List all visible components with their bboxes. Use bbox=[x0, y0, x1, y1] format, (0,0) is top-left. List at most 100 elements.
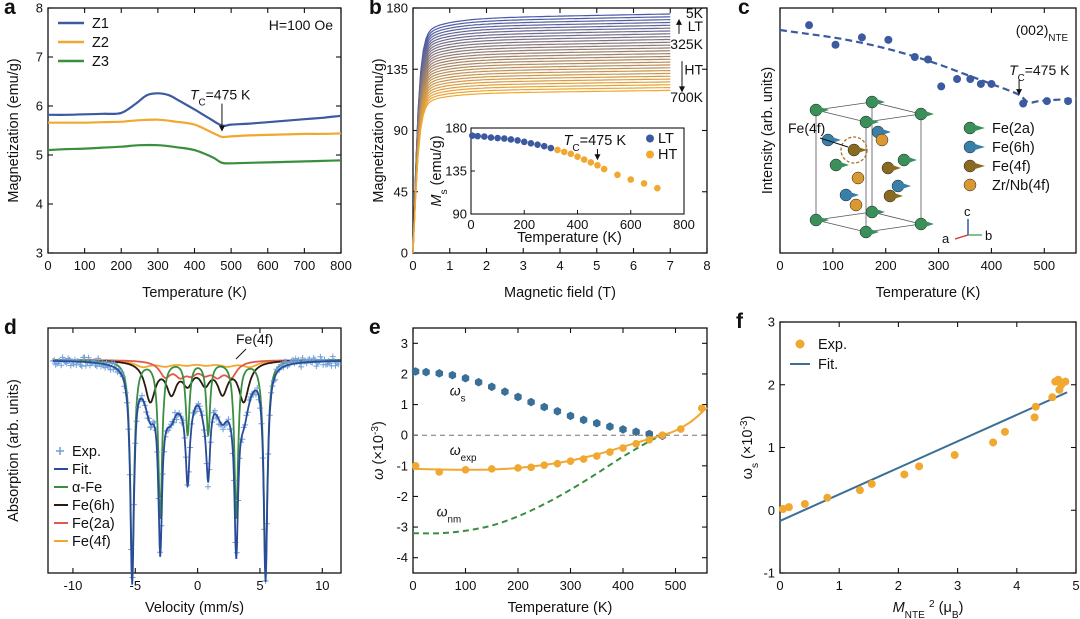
data-point bbox=[317, 353, 324, 360]
omega-s-point bbox=[474, 377, 483, 387]
inset-x-tick-label: 600 bbox=[620, 217, 642, 232]
field-annotation: H=100 Oe bbox=[269, 17, 333, 33]
data-point bbox=[915, 462, 924, 471]
omega-exp-point bbox=[645, 435, 654, 444]
y-tick-label: 0 bbox=[768, 503, 775, 518]
y-tick-label: 2 bbox=[768, 377, 775, 392]
text-part: C bbox=[199, 97, 206, 108]
mh-curve bbox=[412, 84, 671, 254]
data-point bbox=[102, 364, 109, 371]
omega-exp-point bbox=[514, 464, 522, 472]
y-tick-label: -2 bbox=[396, 489, 408, 504]
crystal-structure: Fe(4f) Fe(2a) Fe(6h) Fe(4f) Zr/Nb(4f) ca b bbox=[788, 95, 1050, 246]
x-tick-label: 4 bbox=[1013, 578, 1020, 593]
x-tick-label: 300 bbox=[147, 258, 169, 273]
inset-point-lt bbox=[494, 134, 501, 142]
text-part: s bbox=[750, 463, 761, 468]
spin-arrow bbox=[832, 137, 841, 143]
x-tick-label: 7 bbox=[667, 258, 674, 273]
y-tick-label: 45 bbox=[394, 184, 408, 199]
omega-exp-point bbox=[658, 431, 667, 439]
inset-point-ht bbox=[574, 153, 581, 160]
inset-legend-swatch bbox=[646, 134, 654, 143]
data-point bbox=[805, 21, 814, 30]
text-part: exp bbox=[461, 453, 477, 464]
x-tick-label: 600 bbox=[257, 258, 279, 273]
spin-arrow bbox=[894, 193, 903, 199]
mh-curve bbox=[412, 38, 671, 254]
data-point bbox=[324, 361, 331, 368]
inset-x-tick-label: 0 bbox=[467, 217, 474, 232]
text-part: (002) bbox=[1016, 22, 1049, 38]
inset-point-ht bbox=[580, 156, 588, 163]
x-tick-label: 500 bbox=[665, 578, 687, 593]
text-part: (×10 bbox=[740, 430, 756, 463]
data-point bbox=[254, 385, 261, 391]
y-axis-label: Intensity (arb. units) bbox=[760, 67, 776, 194]
text-part: ω bbox=[450, 382, 461, 398]
y-tick-label: 3 bbox=[36, 246, 43, 261]
data-point bbox=[784, 503, 793, 512]
data-point bbox=[1000, 427, 1009, 436]
x-axis-label: MNTE 2 (μB) bbox=[893, 599, 964, 619]
x-tick-label: 300 bbox=[928, 258, 950, 273]
data-point bbox=[205, 483, 211, 490]
inset-legend-label: HT bbox=[658, 147, 677, 163]
y-tick-label: 1 bbox=[401, 397, 408, 412]
inset-legend-label: LT bbox=[658, 131, 674, 147]
omega-exp-point bbox=[566, 457, 575, 466]
data-point bbox=[1019, 99, 1028, 108]
label-5k: 5K bbox=[686, 5, 704, 21]
text-part: NTE bbox=[905, 610, 925, 619]
omega-s-point bbox=[619, 425, 627, 434]
spin-arrow bbox=[925, 111, 934, 117]
data-point bbox=[800, 499, 809, 508]
inset-point-ht bbox=[594, 161, 601, 169]
structure-legend-swatch bbox=[963, 140, 977, 154]
data-point bbox=[211, 407, 218, 414]
omega-exp-point bbox=[553, 459, 562, 468]
structure-legend-label: Fe(4f) bbox=[992, 159, 1031, 175]
spin-arrow bbox=[840, 162, 849, 168]
fit-line bbox=[53, 359, 341, 585]
series-line-z1 bbox=[47, 92, 342, 128]
y-tick-label: -1 bbox=[396, 458, 408, 473]
x-tick-label: 200 bbox=[875, 258, 897, 273]
omega-exp-point bbox=[540, 461, 549, 470]
data-point bbox=[295, 356, 302, 363]
x-tick-label: 8 bbox=[703, 258, 710, 273]
data-point bbox=[292, 355, 299, 362]
fit-line bbox=[779, 28, 1077, 104]
mh-curve bbox=[412, 30, 671, 254]
mh-curve bbox=[412, 55, 671, 254]
data-point bbox=[855, 486, 864, 495]
inset-point-lt bbox=[507, 136, 515, 143]
atom-pointer bbox=[819, 137, 849, 148]
panel-letter: b bbox=[369, 0, 382, 19]
x-tick-label: 0 bbox=[409, 258, 416, 273]
panel-letter: d bbox=[4, 316, 17, 339]
inset-point-lt bbox=[547, 144, 555, 152]
x-tick-label: 1 bbox=[836, 578, 843, 593]
x-axis-label: Velocity (mm/s) bbox=[145, 600, 244, 616]
x-tick-label: 0 bbox=[44, 258, 51, 273]
text-part: T bbox=[1009, 62, 1019, 78]
x-tick-label: 5 bbox=[593, 258, 600, 273]
mh-curve bbox=[412, 36, 671, 254]
spin-arrow bbox=[820, 217, 829, 223]
inset-y-axis-label: Ms (emu/g) bbox=[429, 135, 450, 206]
panel-e: 0 100 200 300 400 500-4-3-2-10123eωsωexpωnmTe… bbox=[369, 316, 708, 616]
omega-s-point bbox=[422, 367, 430, 377]
axis-a bbox=[954, 234, 969, 240]
fe4f-label: Fe(4f) bbox=[236, 331, 273, 347]
y-tick-label: -1 bbox=[763, 566, 775, 581]
mh-curve bbox=[412, 24, 671, 254]
text-part: 2 bbox=[929, 599, 935, 610]
mh-curve bbox=[412, 41, 671, 254]
x-tick-label: 3 bbox=[954, 578, 961, 593]
y-tick-label: 3 bbox=[768, 315, 775, 330]
mh-curve bbox=[412, 58, 671, 254]
text-part: (μ bbox=[935, 600, 952, 616]
x-tick-label: -5 bbox=[129, 578, 141, 593]
data-point bbox=[298, 363, 305, 370]
